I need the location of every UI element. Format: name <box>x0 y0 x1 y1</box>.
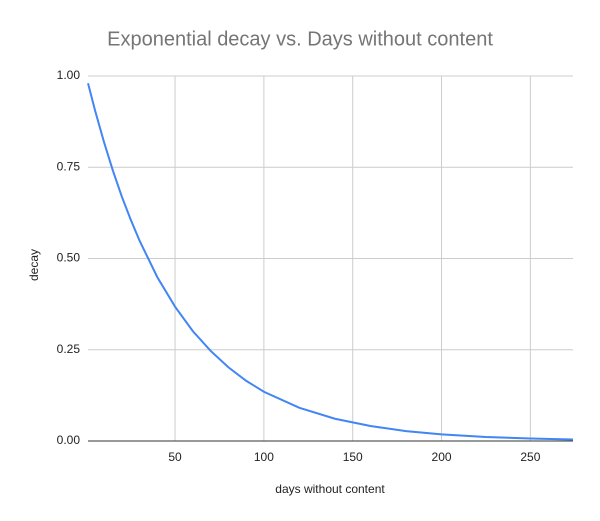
line-series <box>87 83 574 441</box>
y-tick-label: 0.25 <box>57 342 81 356</box>
y-axis-title: decay <box>27 249 41 281</box>
y-tick-label: 0.50 <box>57 251 81 265</box>
y-tick-label: 1.00 <box>57 68 81 82</box>
x-axis-title: days without content <box>275 482 385 496</box>
x-tick-label: 100 <box>254 450 274 464</box>
x-tick-label: 250 <box>520 450 540 464</box>
chart-title: Exponential decay vs. Days without conte… <box>107 28 493 50</box>
y-tick-label: 0.75 <box>57 159 81 173</box>
x-tick-label: 200 <box>432 450 452 464</box>
x-tick-label: 50 <box>168 450 182 464</box>
x-tick-label: 150 <box>343 450 363 464</box>
y-tick-label: 0.00 <box>57 433 81 447</box>
